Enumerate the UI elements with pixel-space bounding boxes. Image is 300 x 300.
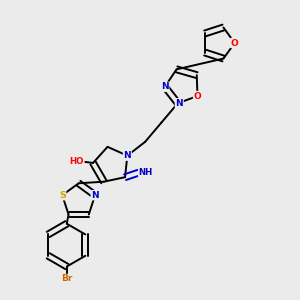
Text: O: O — [231, 38, 239, 47]
Text: HO: HO — [70, 157, 84, 166]
Text: NH: NH — [139, 168, 153, 177]
Text: N: N — [176, 99, 183, 108]
Text: N: N — [124, 151, 131, 160]
Text: N: N — [161, 82, 169, 91]
Text: O: O — [194, 92, 201, 100]
Text: S: S — [59, 191, 66, 200]
Text: Br: Br — [61, 274, 73, 284]
Text: N: N — [91, 191, 99, 200]
